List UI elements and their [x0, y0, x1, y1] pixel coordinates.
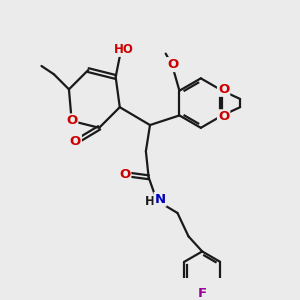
Text: F: F — [198, 287, 207, 300]
Text: O: O — [218, 83, 229, 96]
Text: O: O — [70, 135, 81, 148]
Text: HO: HO — [114, 43, 134, 56]
Text: O: O — [119, 168, 130, 181]
Text: O: O — [167, 58, 178, 71]
Text: O: O — [218, 110, 229, 123]
Text: H: H — [145, 196, 155, 208]
Text: N: N — [154, 193, 166, 206]
Text: O: O — [66, 114, 77, 128]
